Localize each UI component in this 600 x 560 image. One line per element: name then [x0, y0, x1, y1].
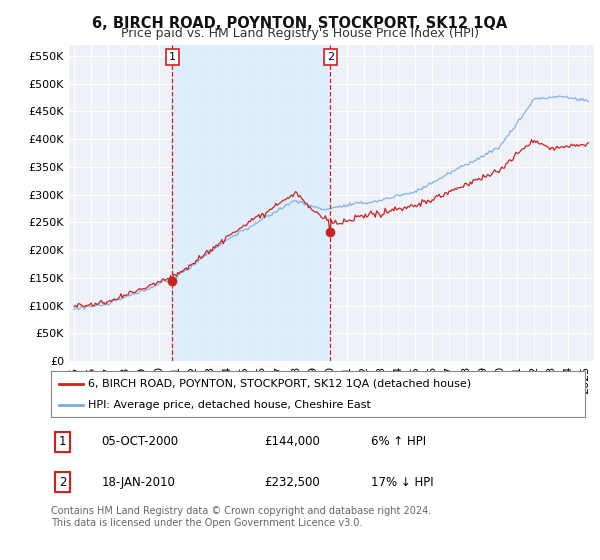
Text: 1: 1 — [169, 52, 176, 62]
Text: £232,500: £232,500 — [265, 475, 320, 489]
Text: 05-OCT-2000: 05-OCT-2000 — [102, 435, 179, 449]
Bar — [172, 45, 331, 361]
Text: Price paid vs. HM Land Registry's House Price Index (HPI): Price paid vs. HM Land Registry's House … — [121, 27, 479, 40]
Text: £144,000: £144,000 — [265, 435, 320, 449]
Text: 2: 2 — [59, 475, 67, 489]
Text: 1: 1 — [59, 435, 67, 449]
Text: 17% ↓ HPI: 17% ↓ HPI — [371, 475, 434, 489]
Text: 6, BIRCH ROAD, POYNTON, STOCKPORT, SK12 1QA: 6, BIRCH ROAD, POYNTON, STOCKPORT, SK12 … — [92, 16, 508, 31]
Text: 2: 2 — [327, 52, 334, 62]
Text: 18-JAN-2010: 18-JAN-2010 — [102, 475, 176, 489]
Text: HPI: Average price, detached house, Cheshire East: HPI: Average price, detached house, Ches… — [88, 400, 371, 410]
Text: Contains HM Land Registry data © Crown copyright and database right 2024.
This d: Contains HM Land Registry data © Crown c… — [51, 506, 431, 528]
Text: 6% ↑ HPI: 6% ↑ HPI — [371, 435, 427, 449]
Text: 6, BIRCH ROAD, POYNTON, STOCKPORT, SK12 1QA (detached house): 6, BIRCH ROAD, POYNTON, STOCKPORT, SK12 … — [88, 379, 472, 389]
